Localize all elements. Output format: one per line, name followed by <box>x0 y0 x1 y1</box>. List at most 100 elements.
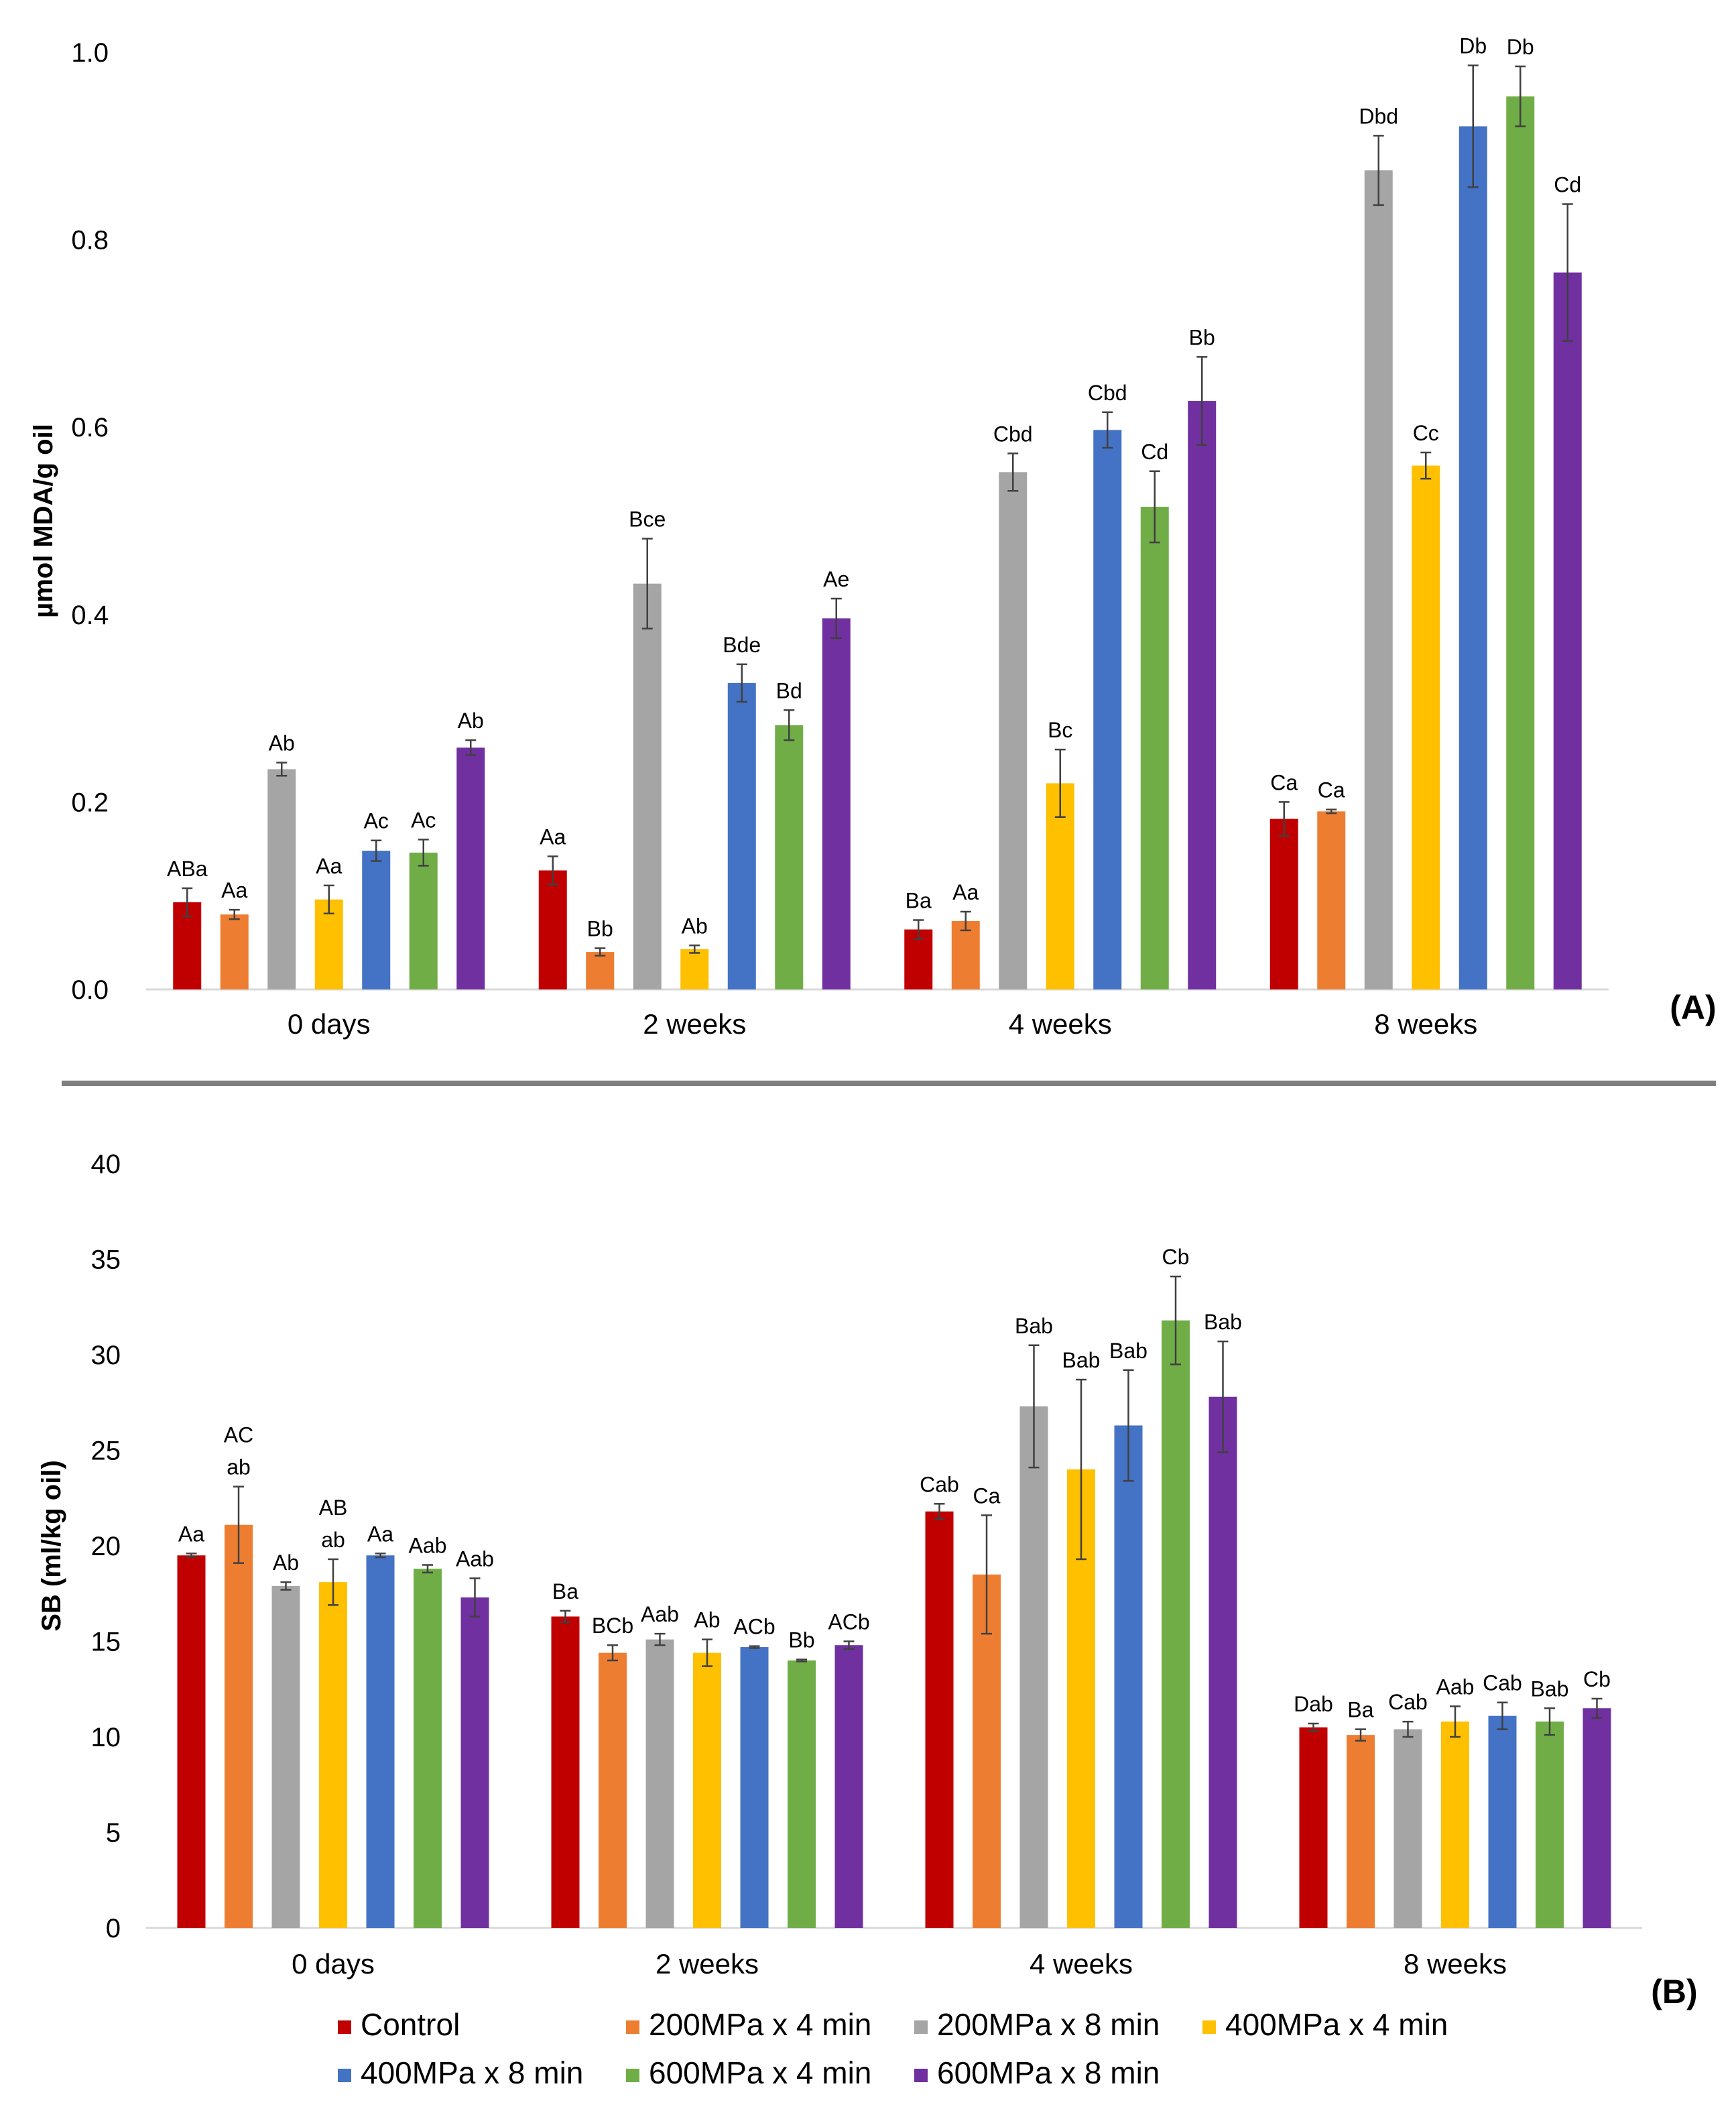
y-tick-label: 0.6 <box>71 413 109 442</box>
data-label: Ab <box>269 731 295 755</box>
bar <box>314 899 343 989</box>
legend: Control 200MPa x 4 min 200MPa x 8 min 400MP… <box>338 2007 1448 2090</box>
data-label: Aab <box>409 1534 447 1558</box>
bar <box>727 682 756 989</box>
legend-swatch <box>914 2020 928 2034</box>
chart-panel-a: 0.0 0.2 0.4 0.6 0.8 1.0 µmol MDA/g oil (A) 0 day… <box>29 34 1717 1040</box>
data-label: Ba <box>906 889 932 913</box>
bar <box>271 1585 300 1928</box>
data-label: Bab <box>1531 1677 1569 1701</box>
legend-label: 400MPa x 8 min <box>361 2055 583 2090</box>
bar <box>788 1660 816 1928</box>
category-label: 2 weeks <box>643 1008 746 1040</box>
bar <box>1317 811 1346 989</box>
bar <box>1488 1715 1517 1928</box>
legend-label: 600MPa x 4 min <box>649 2055 871 2090</box>
data-label: Aa <box>367 1522 393 1546</box>
bar <box>599 1652 627 1928</box>
y-axis-label: SB (ml/kg oil) <box>37 1460 66 1632</box>
y-tick-label: 10 <box>91 1723 121 1752</box>
data-label: Ab <box>694 1608 720 1632</box>
data-label: Bd <box>776 678 802 703</box>
data-label: AB ab <box>319 1496 348 1552</box>
y-tick-label: 0.0 <box>71 975 109 1005</box>
bar <box>1188 401 1217 989</box>
bar <box>1162 1320 1190 1928</box>
bar <box>409 852 438 989</box>
category-label: 4 weeks <box>1030 1948 1133 1980</box>
bar <box>1583 1708 1611 1928</box>
data-label: Aa <box>178 1522 204 1546</box>
bar <box>1140 507 1169 989</box>
bar <box>1208 1396 1237 1928</box>
bar <box>1506 96 1535 989</box>
data-label: Db <box>1459 34 1487 58</box>
legend-swatch <box>1202 2020 1216 2034</box>
category-label: 0 days <box>292 1948 375 1980</box>
data-label: Ca <box>973 1483 1001 1508</box>
y-tick-label: 5 <box>106 1819 121 1848</box>
bar <box>225 1524 253 1928</box>
y-tick-label: 0 <box>106 1914 121 1943</box>
data-label: Ae <box>823 567 849 591</box>
data-label: Ca <box>1318 778 1345 802</box>
data-label: Ca <box>1270 770 1298 794</box>
bar <box>362 851 391 989</box>
data-label: Cd <box>1141 440 1168 464</box>
bar <box>366 1555 395 1928</box>
bar <box>822 618 851 989</box>
y-tick-label: 25 <box>91 1437 121 1466</box>
legend-swatch <box>914 2069 928 2082</box>
bar <box>456 747 485 989</box>
bar <box>999 472 1028 989</box>
bar <box>740 1647 769 1928</box>
bar <box>645 1639 674 1928</box>
data-label: ABa <box>167 857 208 881</box>
data-label: Bb <box>788 1628 814 1652</box>
data-label: Aab <box>456 1547 494 1571</box>
bar <box>1412 465 1440 989</box>
bar <box>551 1616 580 1928</box>
bar <box>1019 1406 1048 1928</box>
data-label: Cab <box>1388 1690 1428 1714</box>
category-label: 4 weeks <box>1009 1008 1112 1040</box>
data-label: Ba <box>1347 1698 1373 1722</box>
y-tick-label: 35 <box>91 1246 121 1275</box>
bar <box>680 949 709 989</box>
data-label: Cbd <box>993 422 1033 446</box>
y-axis-label: µmol MDA/g oil <box>29 424 58 618</box>
data-label: Cd <box>1554 172 1581 196</box>
data-label: Ab <box>273 1551 299 1575</box>
y-tick-label: 30 <box>91 1341 121 1370</box>
data-label: Aa <box>221 878 247 902</box>
bar <box>414 1569 442 1928</box>
bar <box>319 1582 347 1928</box>
data-label: Aab <box>641 1602 679 1626</box>
bar <box>775 725 804 989</box>
bar <box>1114 1425 1143 1928</box>
category-label: 0 days <box>288 1008 371 1040</box>
data-label: Bce <box>629 507 666 532</box>
data-label: Aa <box>952 880 979 904</box>
data-label: Dbd <box>1359 104 1398 128</box>
category-label: 8 weeks <box>1404 1948 1507 1980</box>
y-tick-label: 0.8 <box>71 226 109 255</box>
bar <box>1269 819 1298 989</box>
panel-label: (B) <box>1651 1973 1697 2010</box>
bar <box>1093 430 1122 989</box>
legend-label: 200MPa x 8 min <box>937 2007 1160 2042</box>
legend-label: Control <box>361 2007 460 2042</box>
data-label: Bab <box>1062 1348 1101 1372</box>
y-tick-label: 0.2 <box>71 788 109 817</box>
bar <box>1347 1735 1375 1928</box>
data-label: Aab <box>1436 1675 1475 1699</box>
data-label: Cbd <box>1088 381 1127 405</box>
bar <box>1364 170 1393 990</box>
data-label: Bb <box>1189 325 1215 349</box>
data-label: Bab <box>1204 1310 1242 1334</box>
bar <box>951 920 980 989</box>
y-tick-label: 1.0 <box>71 38 109 68</box>
data-label: Dab <box>1294 1692 1333 1716</box>
y-tick-label: 15 <box>91 1628 121 1657</box>
